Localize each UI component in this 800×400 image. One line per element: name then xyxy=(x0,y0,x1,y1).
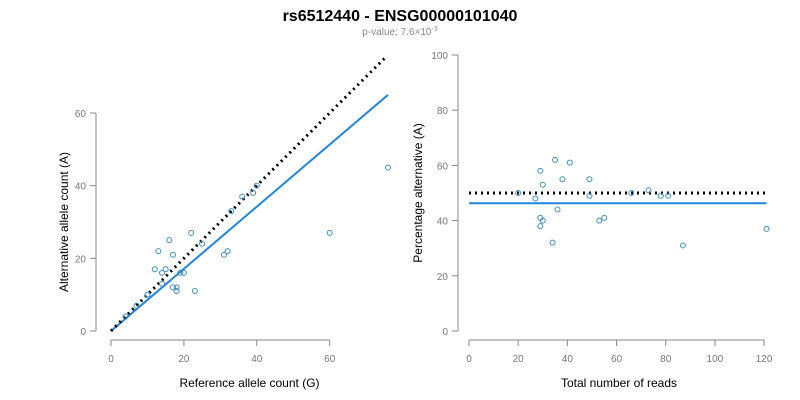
p-value-subtitle: p-value: 7.6×10-3 xyxy=(362,26,438,38)
x-tick-label: 80 xyxy=(660,354,672,365)
data-point xyxy=(554,206,561,213)
p-value-exponent: -3 xyxy=(432,26,438,33)
y-tick-label: 20 xyxy=(75,254,87,265)
y-tick-label: 0 xyxy=(80,327,86,338)
allele-count-plot: 0 20 40 60 0 20 40 60 Reference allele count (G)… xyxy=(57,57,391,390)
data-point xyxy=(539,217,546,224)
data-point xyxy=(326,229,333,236)
y-tick-label: 80 xyxy=(437,106,449,117)
data-point xyxy=(385,164,391,171)
data-point xyxy=(532,195,539,202)
y-tick-label: 60 xyxy=(437,161,449,172)
data-point xyxy=(665,192,672,199)
reference-line xyxy=(109,57,386,333)
x-tick-label: 0 xyxy=(466,354,472,365)
y-axis-label: Alternative allele count (A) xyxy=(57,152,71,292)
x-axis-label: Reference allele count (G) xyxy=(179,376,319,390)
data-point xyxy=(253,182,260,189)
data-point xyxy=(220,251,227,258)
x-tick-label: 20 xyxy=(513,354,525,365)
x-axis-label: Total number of reads xyxy=(561,376,677,390)
data-point xyxy=(144,291,151,298)
data-point xyxy=(159,269,166,276)
data-point xyxy=(250,189,257,196)
x-tick-label: 100 xyxy=(707,354,724,365)
y-axis-label: Percentage alternative (A) xyxy=(411,123,425,262)
data-point xyxy=(228,208,235,215)
y-tick-label: 20 xyxy=(437,272,449,283)
x-tick-label: 60 xyxy=(324,354,336,365)
data-point xyxy=(586,192,593,199)
p-value-times: × xyxy=(415,27,421,38)
data-point xyxy=(539,181,546,188)
data-point xyxy=(645,187,652,194)
fit-line xyxy=(110,94,389,332)
data-point xyxy=(628,190,635,196)
y-tick-label: 0 xyxy=(442,327,448,338)
data-point xyxy=(173,288,180,295)
data-point xyxy=(151,266,158,273)
data-point xyxy=(169,251,176,258)
x-tick-label: 40 xyxy=(562,354,574,365)
data-point xyxy=(552,156,559,163)
data-point xyxy=(657,192,664,199)
data-point xyxy=(159,280,166,287)
data-point xyxy=(537,223,544,230)
data-point xyxy=(239,193,246,200)
x-tick-label: 60 xyxy=(611,354,623,365)
data-point xyxy=(173,284,180,291)
data-point xyxy=(559,176,566,183)
data-point xyxy=(586,176,593,183)
data-point xyxy=(515,190,522,196)
data-point xyxy=(166,237,173,244)
chart-title: rs6512440 - ENSG00000101040 xyxy=(283,8,518,25)
data-point xyxy=(224,248,231,255)
data-point xyxy=(596,217,603,224)
data-point xyxy=(169,284,176,291)
y-tick-label: 60 xyxy=(75,109,87,120)
y-tick-label: 40 xyxy=(75,182,87,193)
percentage-alternative-plot: 0 20 40 60 80 100 120 0 20 40 60 80 100 Total number … xyxy=(411,51,773,390)
data-point xyxy=(122,313,129,320)
data-point xyxy=(155,248,162,255)
data-point xyxy=(177,269,184,276)
x-tick-label: 120 xyxy=(756,354,773,365)
p-value-text: p-value: 7.6 xyxy=(362,27,415,38)
data-point xyxy=(601,214,608,221)
data-point xyxy=(549,239,556,246)
data-point xyxy=(566,159,573,166)
data-point xyxy=(763,225,770,232)
data-point xyxy=(188,229,195,236)
x-tick-label: 0 xyxy=(108,354,114,365)
data-point xyxy=(191,288,198,295)
data-point xyxy=(679,242,686,249)
p-value-base: 10 xyxy=(420,27,432,38)
data-point xyxy=(199,240,206,247)
data-point xyxy=(180,269,187,276)
data-point xyxy=(162,266,169,273)
data-point xyxy=(537,167,544,174)
y-tick-label: 40 xyxy=(437,217,449,228)
y-tick-label: 100 xyxy=(431,51,448,62)
x-tick-label: 40 xyxy=(251,354,263,365)
data-point xyxy=(133,302,140,309)
x-tick-label: 20 xyxy=(178,354,190,365)
